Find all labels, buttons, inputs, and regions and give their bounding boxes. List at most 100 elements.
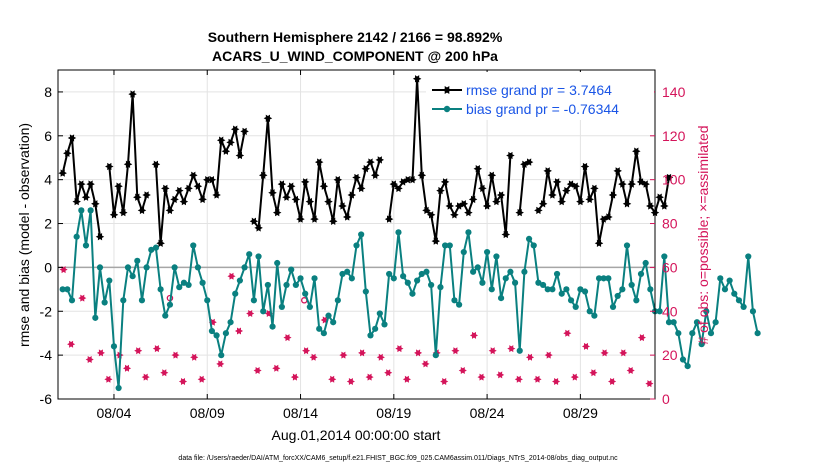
legend-bias-label: bias grand pr = -0.76344 [466,101,619,117]
bias-point [222,330,230,337]
rmse-point [627,180,636,188]
count-marker-shape [496,371,505,379]
bias-point [460,248,467,256]
bias-point [689,330,696,337]
bias-point [311,275,318,282]
bias-point [623,242,631,249]
bias-point [138,297,146,304]
bias-point [204,297,211,304]
rmse-point-shape [613,167,622,175]
rmse-point-shape [203,176,212,184]
bias-point [470,268,477,275]
rmse-point-shape [632,147,641,155]
rmse-point [81,193,91,201]
rmse-point-shape [324,197,333,206]
rmse-point [207,176,217,184]
bias-point [665,319,673,326]
rmse-point [128,90,137,98]
count-marker-shape [600,349,609,357]
rmse-point [646,202,655,210]
count-marker [197,375,206,383]
rmse-point [580,162,590,171]
bias-point [73,233,80,240]
bias-point [502,275,509,282]
count-marker-shape [645,380,654,388]
rmse-point [482,202,492,210]
bias-point [297,275,304,282]
rmse-point-shape [137,206,147,215]
count-marker [358,349,367,357]
rmse-point-shape [403,176,413,184]
rmse-point-shape [91,200,100,208]
bias-point [166,301,174,308]
rmse-point [263,114,273,122]
left-axis-label: rmse and bias (model - observation) [16,123,32,347]
rmse-point [240,127,249,136]
count-marker [488,347,497,355]
rmse-point [119,208,128,217]
rmse-point [193,182,203,190]
bias-point [717,275,724,282]
rmse-point-shape [142,191,151,199]
rmse-point [422,206,431,215]
rmse-point-shape [81,193,91,201]
rmse-point [235,151,245,160]
rmse-point [300,178,310,186]
rmse-point [165,206,175,215]
count-marker [339,351,348,359]
rmse-point-shape [627,180,636,188]
count-marker-shape [85,356,94,363]
bias-point [511,279,519,286]
bias-point [120,297,127,304]
rmse-point-shape [576,197,585,206]
count-marker [309,353,318,361]
bias-point [400,273,407,280]
legend-bias-marker [443,105,451,113]
chart-subtitle: ACARS_U_WIND_COMPONENT @ 200 hPa [212,48,498,64]
count-marker [78,294,87,302]
bias-point [194,264,202,271]
bias-point [428,281,435,289]
bias-point [344,268,351,275]
rmse-point-shape [161,184,170,193]
rmse-line [253,117,381,229]
rmse-point [338,202,347,210]
count-marker-shape [384,369,393,377]
bias-point [213,332,220,339]
right-tick-label: 40 [662,303,678,319]
rmse-point [506,151,515,160]
rmse-point-shape [524,158,534,166]
bias-point [372,325,379,332]
rmse-point [366,158,375,166]
count-marker-shape [283,334,292,342]
count-marker-shape [570,373,579,381]
rmse-point [585,195,594,204]
rmse-point-shape [277,180,287,188]
rmse-point [520,160,529,168]
rmse-point-shape [221,147,231,155]
rmse-point-shape [548,191,557,199]
right-axis-ticks: 0 20 40 60 80 100 120 140 [650,84,686,407]
rmse-point [636,178,646,186]
bias-point [241,264,248,271]
bias-point [390,275,397,282]
bias-point [656,308,663,315]
rmse-point [548,191,557,199]
bias-point [306,303,313,310]
count-marker-shape [253,367,262,374]
rmse-point-shape [375,156,385,164]
rmse-point-shape [175,186,184,195]
rmse-point-shape [342,213,352,221]
rmse-point-shape [333,176,343,184]
count-marker-shape [104,375,113,383]
rmse-point-shape [538,200,548,208]
rmse-point-shape [454,202,464,210]
bias-point [255,253,262,260]
rmse-point-shape [207,176,217,184]
count-marker-shape [458,367,467,374]
bias-point [595,275,603,282]
bias-point [404,279,411,286]
count-marker-shape [365,373,374,381]
count-marker-shape [589,369,598,377]
